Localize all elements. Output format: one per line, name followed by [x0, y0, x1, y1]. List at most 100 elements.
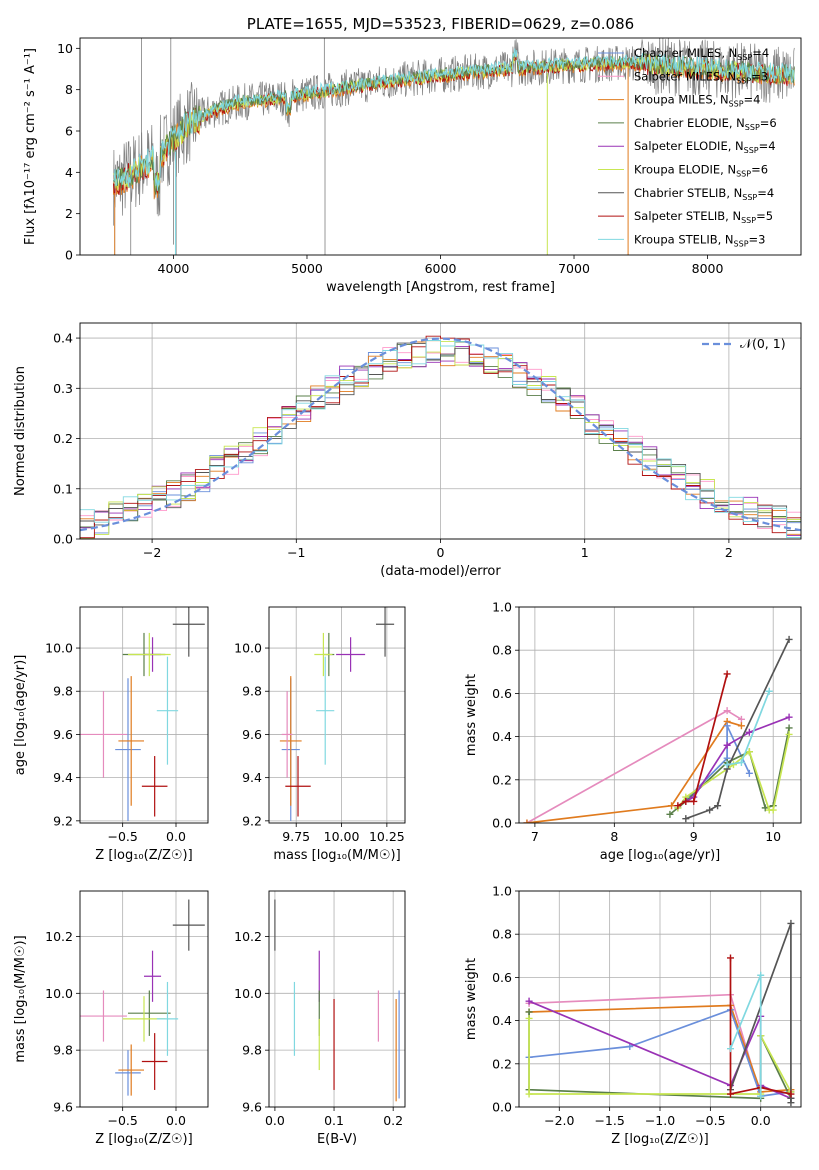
x-axis-label: wavelength [Angstrom, rest frame]: [326, 280, 555, 295]
y-axis-label: mass weight: [464, 674, 479, 756]
series-marker: [723, 707, 731, 715]
series-marker: [523, 819, 531, 823]
legend-subscript: SSP: [742, 193, 757, 202]
y-tick-label: 9.6: [242, 1100, 262, 1115]
y-tick-label: 9.8: [242, 684, 262, 699]
legend-entry: Kroupa STELIB, NSSP=3: [634, 232, 765, 248]
legend-value: =4: [759, 139, 776, 153]
y-axis-label: Normed distribution: [13, 366, 28, 496]
series-marker: [757, 1092, 765, 1100]
legend-value: =4: [757, 186, 774, 200]
y-tick-label: 2: [65, 206, 73, 221]
legend-entry-gauss: 𝒩(0, 1): [740, 336, 786, 351]
series-marker: [727, 1045, 734, 1053]
x-tick-label: 10.00: [324, 829, 360, 844]
y-tick-label: 10.2: [45, 929, 73, 944]
x-tick-label: 10.25: [369, 829, 405, 844]
legend-subscript: SSP: [736, 76, 751, 85]
x-axis-label: (data-model)/error: [380, 564, 501, 579]
y-tick-label: 8: [65, 82, 73, 97]
y-tick-label: 10.2: [234, 929, 262, 944]
series-marker: [668, 802, 676, 810]
y-axis-label: mass weight: [464, 958, 479, 1040]
series-marker: [785, 724, 793, 732]
spectrum-data: [113, 38, 795, 226]
y-tick-label: 9.2: [242, 813, 262, 828]
x-tick-label: 0.0: [265, 1113, 285, 1128]
x-tick-label: −2: [143, 545, 161, 560]
y-tick-label: 9.8: [53, 684, 73, 699]
series-marker: [525, 1014, 533, 1022]
series-line: [685, 639, 790, 820]
y-tick-label: 9.2: [53, 813, 73, 828]
x-tick-label: 7000: [558, 261, 590, 276]
y-axis-label: age [log₁₀(age/yr)]: [13, 655, 28, 776]
residual-panel: −2 −1 0 1 2 0.0 0.1 0.2 0.3 0.4 (data-model)/error…: [13, 322, 802, 579]
y-axis-label: mass [log₁₀(M/M☉)]: [13, 935, 28, 1062]
histogram-salpeter_elodie: [80, 345, 801, 536]
legend-value: =6: [760, 116, 777, 130]
axes-frame: [518, 890, 802, 1108]
mass-weight-vs-age-panel: 7 8 9 10 0.0 0.2 0.4 0.6 0.8 1.0 age [log₁₀(age/yr…: [464, 600, 802, 863]
axes-frame: [268, 606, 406, 824]
y-tick-label: 10: [57, 41, 73, 56]
x-tick-label: 9.75: [282, 829, 310, 844]
series-marker: [525, 1090, 533, 1098]
mass-vs-Z-panel: −0.5 0.0 9.6 9.8 10.0 10.2 Z [log₁₀(Z/Z☉)] mass…: [13, 890, 209, 1147]
plot-area: [525, 919, 795, 1107]
legend-entry: Chabrier ELODIE, NSSP=6: [634, 116, 777, 132]
age-vs-Z-panel: −0.5 0.0 9.2 9.4 9.6 9.8 10.0 Z [log₁₀(Z/Z☉)] ag…: [13, 606, 209, 863]
series-marker: [745, 748, 753, 756]
series-marker: [737, 722, 745, 730]
series-marker: [682, 797, 690, 805]
x-axis-label: Z [log₁₀(Z/Z☉)]: [95, 1132, 192, 1147]
y-tick-label: 0: [65, 248, 73, 263]
legend-entry: Salpeter STELIB, NSSP=5: [634, 209, 773, 225]
x-tick-label: 4000: [158, 261, 190, 276]
legend-subscript: SSP: [736, 170, 751, 179]
x-tick-label: 1: [581, 545, 589, 560]
x-tick-label: −0.5: [107, 1113, 137, 1128]
legend-value: =4: [744, 93, 761, 107]
x-tick-label: 0.2: [383, 1113, 403, 1128]
y-tick-label: 0.3: [53, 381, 73, 396]
legend-entry: Chabrier STELIB, NSSP=4: [634, 186, 774, 202]
y-tick-label: 9.4: [242, 770, 262, 785]
y-tick-label: 0.2: [492, 1056, 512, 1071]
y-tick-label: 0.4: [492, 729, 512, 744]
axes-frame: [79, 322, 802, 540]
legend-subscript: SSP: [729, 100, 744, 109]
y-tick-label: 9.4: [53, 770, 73, 785]
series-line: [526, 709, 742, 823]
chart-title: PLATE=1655, MJD=53523, FIBERID=0629, z=0…: [247, 15, 634, 33]
plot-area: [80, 335, 801, 539]
plot-area: [274, 899, 400, 1102]
legend-subscript: SSP: [744, 146, 759, 155]
x-tick-label: 8000: [692, 261, 724, 276]
legend-value: =3: [749, 232, 766, 246]
y-tick-label: 0.8: [492, 643, 512, 658]
legend-value: =3: [751, 69, 768, 83]
plot-area: [523, 635, 793, 823]
histogram-kroupa_elodie: [80, 341, 801, 539]
series-marker: [727, 1090, 734, 1098]
series-marker: [525, 997, 533, 1005]
y-tick-label: 0.2: [492, 772, 512, 787]
legend-subscript: SSP: [741, 216, 756, 225]
y-tick-label: 9.6: [53, 1100, 73, 1115]
series-marker: [525, 1008, 533, 1016]
legend-value: =4: [752, 46, 769, 60]
spectrum-panel: 4000 5000 6000 7000 8000 0 2 4 6 8 10 wavelength [A…: [23, 37, 802, 295]
y-tick-label: 0.6: [492, 686, 512, 701]
series-marker: [745, 728, 753, 736]
gaussian-curve: [80, 337, 801, 532]
legend-entry: Salpeter ELODIE, NSSP=4: [634, 139, 776, 155]
series-marker: [723, 741, 731, 749]
y-tick-label: 0.6: [492, 970, 512, 985]
x-axis-label: mass [log₁₀(M/M☉)]: [273, 848, 400, 863]
mass-vs-ebv-panel: 0.0 0.1 0.2 9.6 9.8 10.0 10.2 E(B-V): [234, 890, 406, 1147]
x-axis-label: Z [log₁₀(Z/Z☉)]: [95, 848, 192, 863]
legend-entry: Salpeter MILES, NSSP=3: [634, 69, 768, 85]
legend-subscript: SSP: [745, 123, 760, 132]
